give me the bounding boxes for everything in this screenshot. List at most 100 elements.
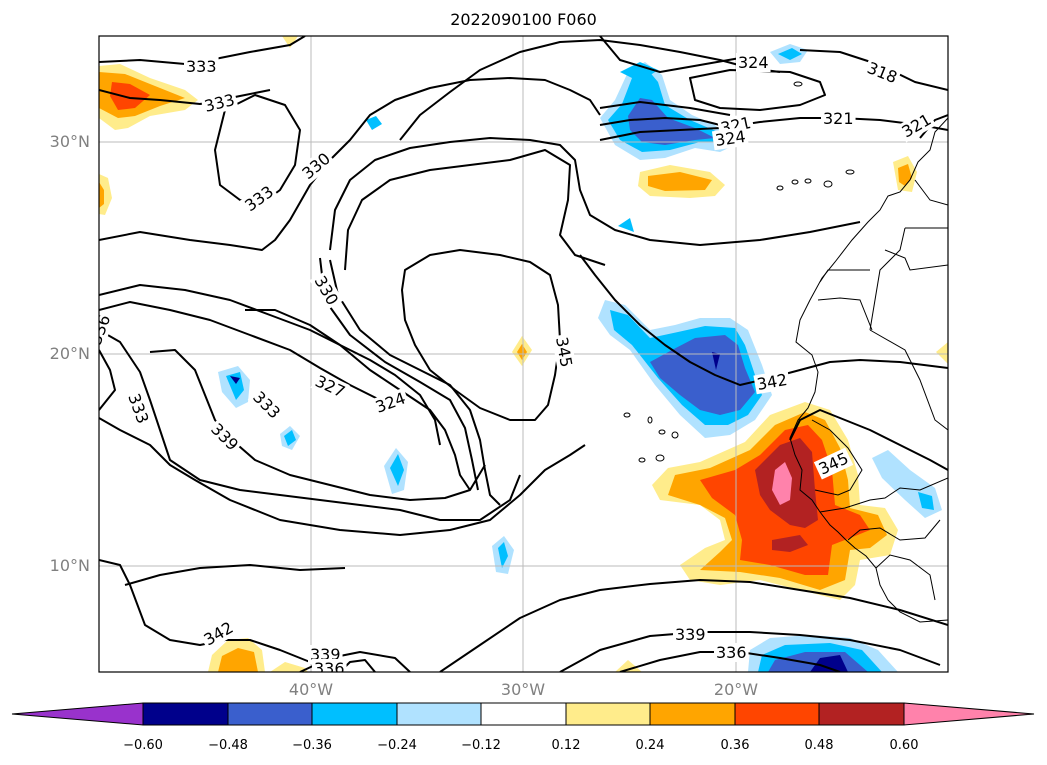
shade-mid-orange [517,344,527,360]
colorbar-bin [818,702,905,726]
border-wsahara [819,269,870,283]
colorbar-tick-label: −0.60 [123,738,163,753]
border-guinea [819,477,948,513]
island-canary-5 [845,169,855,175]
contour-321-box [689,69,826,111]
shade-north-orange [648,172,712,191]
contour-label-background [198,616,239,651]
shade-east-edge-yellow [936,342,948,364]
contour-label-background [200,89,239,117]
contour-label-background [736,53,771,72]
contour-mid-loop2 [319,257,479,491]
colorbar-tick-label: 0.48 [804,738,834,753]
shade-east-cyan [918,492,934,510]
colorbar-bin [565,702,651,726]
colorbar-tick-label: 0.12 [551,738,581,753]
contour-339 [149,349,486,501]
contour-label-background [370,387,410,418]
contour-label-background [862,57,902,88]
islands [623,81,855,463]
contour-label: 342 [755,370,788,394]
shade-central-blue [650,335,755,415]
contour-330-s [99,284,441,446]
lon-tick-label: 40°W [288,680,334,699]
contour-label: 324 [738,53,769,72]
shade-west-africa-darkred2 [772,535,808,552]
contour-label: 336 [314,659,345,678]
shade-se-navy [810,655,848,672]
contour-label: 324 [373,388,408,416]
shaded-negative-fields [218,44,942,672]
contour-342-south [99,559,331,672]
shade-small-cyan-b [366,116,382,130]
shade-wcentral-cyan [226,372,244,400]
lon-tick-label: 30°W [500,680,546,699]
contour-345-center [401,249,561,421]
contour-label-background [312,659,347,672]
border-misc [914,179,948,206]
contour-label-background [205,417,244,456]
contour-label-background [551,333,577,371]
shade-sw2-yellow [270,662,308,672]
lat-tick-label: 10°N [49,556,90,575]
contour-321-ne [599,101,731,116]
coastline-africa [789,117,948,623]
contour-se [439,579,948,672]
colorbar-tick-label: 0.36 [720,738,750,753]
contour-label-background [673,625,708,644]
contour-ne-edge [919,114,948,139]
colorbar-tick-label: −0.12 [461,738,501,753]
contour-label: 321 [823,109,854,128]
border-guinea2 [847,519,941,541]
colorbar-bin [311,702,398,726]
colorbar-bin [480,702,567,726]
island-madeira [793,81,803,87]
plot-title: 2022090100 F060 [450,10,597,29]
island-cv-1 [623,412,631,418]
map-frame [98,35,949,673]
island-cv-3 [658,429,666,435]
contour-label-background [821,109,856,128]
shade-west-edge-orange [99,182,104,208]
contour-label-background [711,126,749,151]
lat-tick-label: 30°N [49,132,90,151]
colorbar-bin [227,702,313,726]
border-liberia [875,554,936,601]
lon-tick-label: 20°W [713,680,759,699]
shade-central-navy [712,352,720,370]
colorbar-tick-label: −0.36 [292,738,332,753]
coastlines [789,117,948,623]
contour-321-n [599,117,948,141]
contour-label-background [309,270,344,311]
colorbar-extend-low [11,702,144,726]
colorbar-bin [142,702,229,726]
border-senegal [811,419,863,496]
contour-label-background [296,147,336,185]
contour-label-background [239,180,279,217]
contour-label: 339 [675,625,706,644]
island-canary-2 [791,179,799,185]
shade-north-blue [628,98,715,145]
colorbar-bin [734,702,820,726]
contour-label: 333 [249,387,284,422]
shade-top-right-cyan2 [778,48,802,60]
border-mali [869,329,948,431]
colorbar-tick-label: 0.24 [635,738,665,753]
island-canary-1 [776,185,784,191]
contour-label-background [813,447,854,480]
contour-label: 324 [714,127,747,150]
contour-333-w [214,94,301,206]
island-cv-4 [671,431,679,439]
contour-333-inner [99,349,116,411]
contour-339-se [559,631,941,672]
shade-nw-red [110,82,150,110]
island-cv-2 [647,416,653,424]
island-canary-4 [823,180,833,188]
contour-label-background [753,369,791,395]
lat-tick-label: 20°N [49,344,90,363]
shade-sw-orange [218,648,258,672]
shade-s-yellow [615,660,642,672]
contour-label-background [99,310,115,350]
contour-327-loop [329,137,861,251]
